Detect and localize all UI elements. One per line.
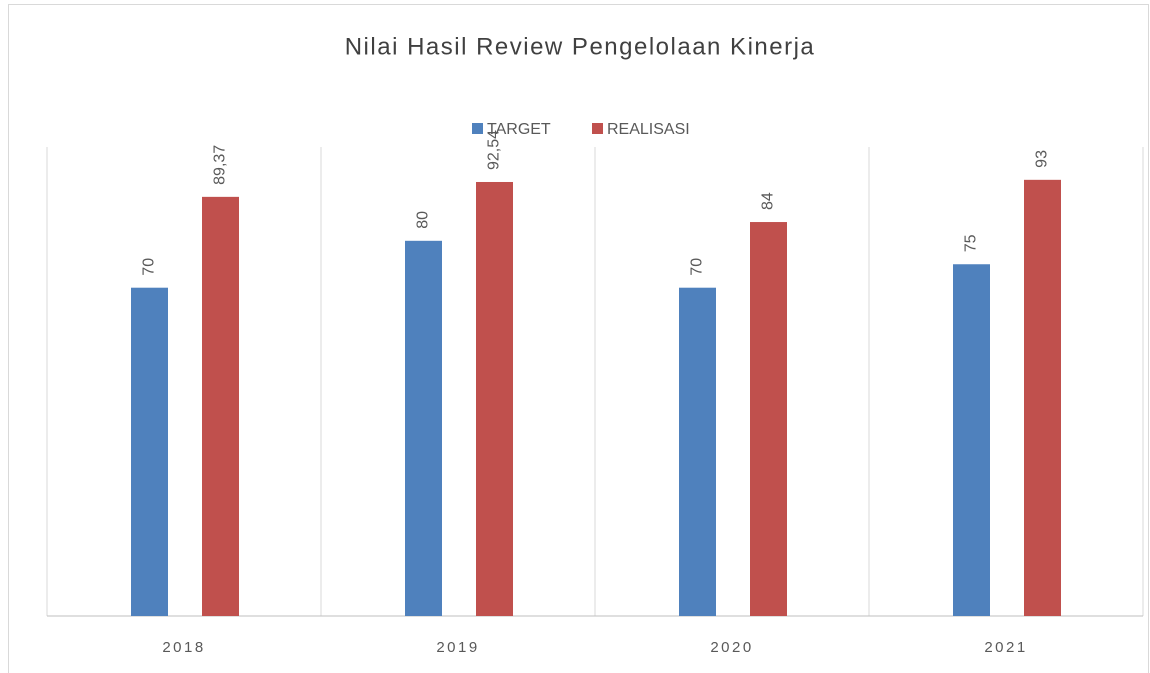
- legend-swatch: [592, 123, 603, 134]
- bar: [131, 287, 168, 616]
- data-label: 80: [415, 211, 432, 229]
- chart-title: Nilai Hasil Review Pengelolaan Kinerja: [345, 33, 816, 60]
- data-label: 70: [141, 258, 158, 276]
- bar: [476, 181, 513, 616]
- data-label: 92,54: [486, 130, 503, 170]
- bar: [679, 287, 716, 616]
- data-label: 89,37: [212, 145, 229, 185]
- bar: [953, 264, 990, 616]
- bar: [405, 240, 442, 617]
- x-tick-label: 2021: [984, 639, 1027, 656]
- x-tick-label: 2018: [162, 639, 205, 656]
- bar: [750, 222, 787, 617]
- legend-label: REALISASI: [607, 121, 690, 138]
- legend-swatch: [472, 123, 483, 134]
- chart-frame: [8, 4, 1149, 673]
- data-label: 93: [1034, 150, 1051, 168]
- data-label: 75: [963, 234, 980, 252]
- x-tick-label: 2019: [436, 639, 479, 656]
- data-label: 70: [689, 258, 706, 276]
- x-tick-label: 2020: [710, 639, 753, 656]
- data-label: 84: [760, 192, 777, 210]
- bar: [1024, 179, 1061, 616]
- bar: [202, 196, 239, 616]
- legend-label: TARGET: [487, 121, 551, 138]
